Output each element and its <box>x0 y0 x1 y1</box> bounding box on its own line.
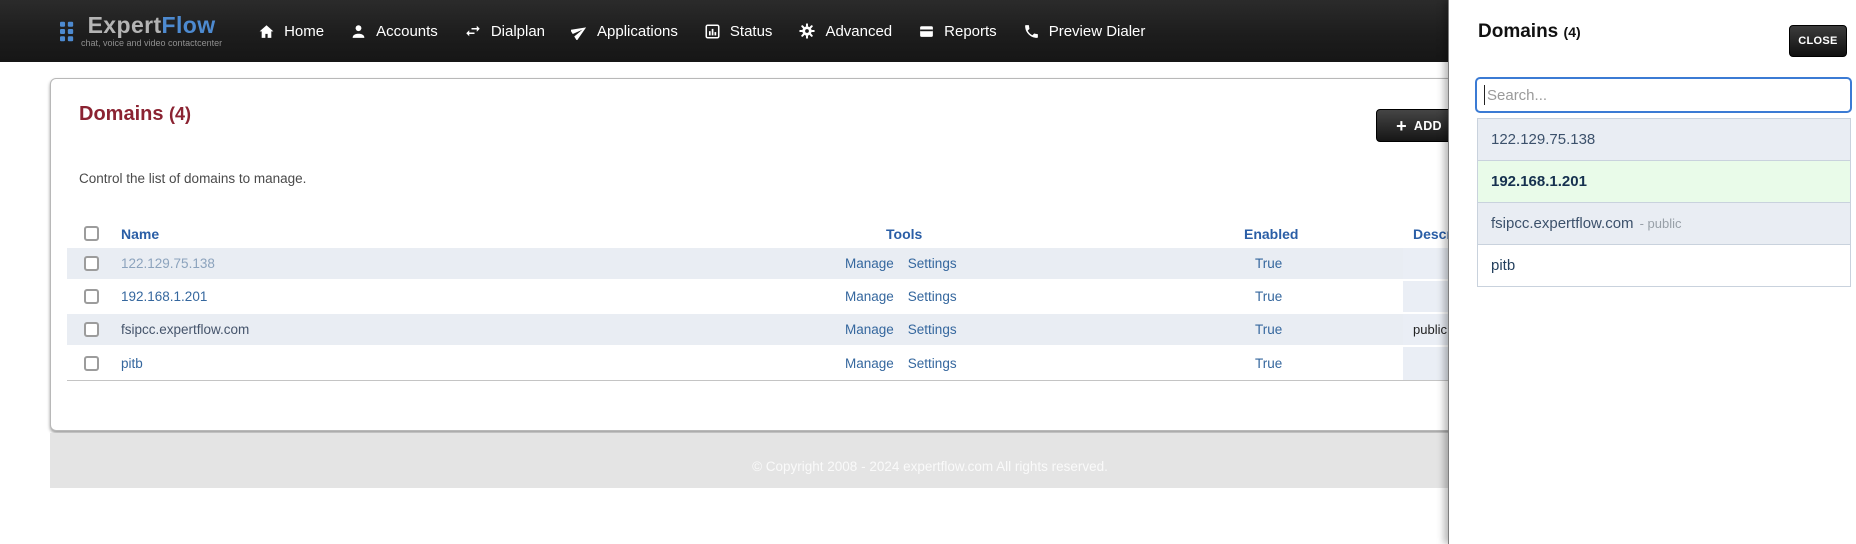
nav-item-label: Reports <box>944 22 997 40</box>
list-item[interactable]: fsipcc.expertflow.com - public <box>1478 203 1850 245</box>
drive-icon <box>920 25 934 37</box>
list-item-note: - public <box>1639 216 1682 231</box>
row-checkbox[interactable] <box>84 289 99 304</box>
copyright-text: © Copyright 2008 - 2024 expertflow.com A… <box>752 459 1108 474</box>
row-checkbox[interactable] <box>84 256 99 271</box>
enabled-value: True <box>1255 289 1283 304</box>
nav-item-label: Status <box>729 22 773 40</box>
enabled-value: True <box>1255 256 1283 271</box>
add-button-label: ADD <box>1413 118 1442 133</box>
top-navbar: ExpertFlow chat, voice and video contact… <box>0 0 1449 62</box>
brand-secondary: Flow <box>161 12 216 38</box>
row-checkbox[interactable] <box>84 356 99 371</box>
list-item-selected[interactable]: 192.168.1.201 <box>1478 161 1850 203</box>
nav-item-label: Advanced <box>825 22 893 40</box>
enabled-value: True <box>1255 356 1283 371</box>
table-row: 192.168.1.201 Manage Settings True <box>67 281 1449 314</box>
domain-quick-list: 122.129.75.138 192.168.1.201 fsipcc.expe… <box>1477 118 1851 287</box>
header-checkbox-cell <box>67 226 107 241</box>
list-item-label: 122.129.75.138 <box>1491 131 1596 148</box>
domain-name-link[interactable]: 192.168.1.201 <box>121 289 208 304</box>
settings-link[interactable]: Settings <box>907 289 957 304</box>
domain-name-link[interactable]: fsipcc.expertflow.com <box>121 322 250 337</box>
manage-link[interactable]: Manage <box>845 322 894 337</box>
header-description[interactable]: Description <box>1413 225 1449 242</box>
nav-item-label: Home <box>284 22 325 40</box>
settings-link[interactable]: Settings <box>907 322 957 337</box>
nav-item-advanced[interactable]: Advanced <box>798 22 892 40</box>
logo-grid-icon <box>60 21 74 41</box>
nav-item-label: Accounts <box>376 22 438 40</box>
plus-icon: + <box>1396 115 1407 136</box>
panel-title-count: (4) <box>1563 24 1581 40</box>
manage-link[interactable]: Manage <box>845 256 894 271</box>
list-item-label: pitb <box>1491 257 1516 274</box>
close-button[interactable]: CLOSE <box>1789 25 1847 57</box>
nav-item-label: Dialplan <box>490 22 546 40</box>
nav-item-accounts[interactable]: Accounts <box>350 23 438 40</box>
nav-item-label: Preview Dialer <box>1048 22 1146 40</box>
brand-primary: Expert <box>87 12 162 38</box>
row-checkbox[interactable] <box>84 322 99 337</box>
bar-chart-icon <box>705 23 720 39</box>
person-icon <box>352 24 365 38</box>
page-description: Control the list of domains to manage. <box>79 171 307 186</box>
table-header-row: Name Tools Enabled Description <box>67 219 1449 248</box>
nav-menu: Home Accounts Dialplan Applications Stat… <box>258 22 1145 40</box>
description-value <box>1403 248 1449 279</box>
table-row: pitb Manage Settings True <box>67 347 1449 381</box>
select-all-checkbox[interactable] <box>84 226 99 241</box>
add-button[interactable]: + ADD <box>1376 109 1449 142</box>
nav-item-preview-dialer[interactable]: Preview Dialer <box>1023 22 1146 40</box>
home-icon <box>259 24 274 38</box>
logo-text: ExpertFlow chat, voice and video contact… <box>81 12 223 49</box>
nav-item-reports[interactable]: Reports <box>918 23 997 40</box>
panel-title: Domains (4) <box>1478 21 1581 43</box>
text-caret <box>1484 85 1485 105</box>
nav-item-dialplan[interactable]: Dialplan <box>464 22 545 40</box>
domain-name-link[interactable]: 122.129.75.138 <box>121 256 215 271</box>
domains-side-panel: Domains (4) CLOSE 122.129.75.138 192.168… <box>1448 0 1856 544</box>
settings-link[interactable]: Settings <box>907 256 957 271</box>
enabled-value: True <box>1255 322 1283 337</box>
list-item[interactable]: 122.129.75.138 <box>1478 119 1850 161</box>
footer-band: © Copyright 2008 - 2024 expertflow.com A… <box>50 433 1449 488</box>
nav-item-status[interactable]: Status <box>704 22 773 40</box>
table-row: fsipcc.expertflow.com Manage Settings Tr… <box>67 314 1449 347</box>
paper-plane-icon <box>571 26 587 40</box>
domains-table: Name Tools Enabled Description 122.129.7… <box>67 219 1449 381</box>
nav-item-applications[interactable]: Applications <box>571 23 678 40</box>
gear-icon <box>799 23 816 39</box>
list-item[interactable]: pitb <box>1478 245 1850 287</box>
list-item-label: 192.168.1.201 <box>1491 173 1587 190</box>
list-item-label: fsipcc.expertflow.com <box>1491 215 1634 232</box>
page-title-count: (4) <box>169 104 192 124</box>
domain-name-link[interactable]: pitb <box>121 356 143 371</box>
main-area: ExpertFlow chat, voice and video contact… <box>0 0 1449 488</box>
description-value <box>1403 281 1449 312</box>
domains-card: Domains (4) + ADD Control the list of do… <box>50 78 1449 431</box>
expertflow-logo[interactable]: ExpertFlow chat, voice and video contact… <box>60 14 222 48</box>
page-title-text: Domains <box>79 103 164 125</box>
nav-item-label: Applications <box>597 22 678 40</box>
header-enabled[interactable]: Enabled <box>1244 225 1299 242</box>
table-row: 122.129.75.138 Manage Settings True <box>67 248 1449 281</box>
search-wrap <box>1475 77 1852 113</box>
nav-item-home[interactable]: Home <box>258 23 324 40</box>
phone-icon <box>1024 24 1038 38</box>
page-title: Domains (4) <box>79 103 191 126</box>
logo-tagline: chat, voice and video contactcenter <box>81 38 223 48</box>
panel-title-text: Domains <box>1478 21 1559 42</box>
description-value: public <box>1403 314 1449 345</box>
header-tools: Tools <box>886 225 923 242</box>
swap-arrows-icon <box>466 25 480 37</box>
settings-link[interactable]: Settings <box>907 356 957 371</box>
manage-link[interactable]: Manage <box>845 289 894 304</box>
header-name[interactable]: Name <box>121 225 160 242</box>
search-input[interactable] <box>1475 77 1852 113</box>
manage-link[interactable]: Manage <box>845 356 894 371</box>
description-value <box>1403 347 1449 380</box>
